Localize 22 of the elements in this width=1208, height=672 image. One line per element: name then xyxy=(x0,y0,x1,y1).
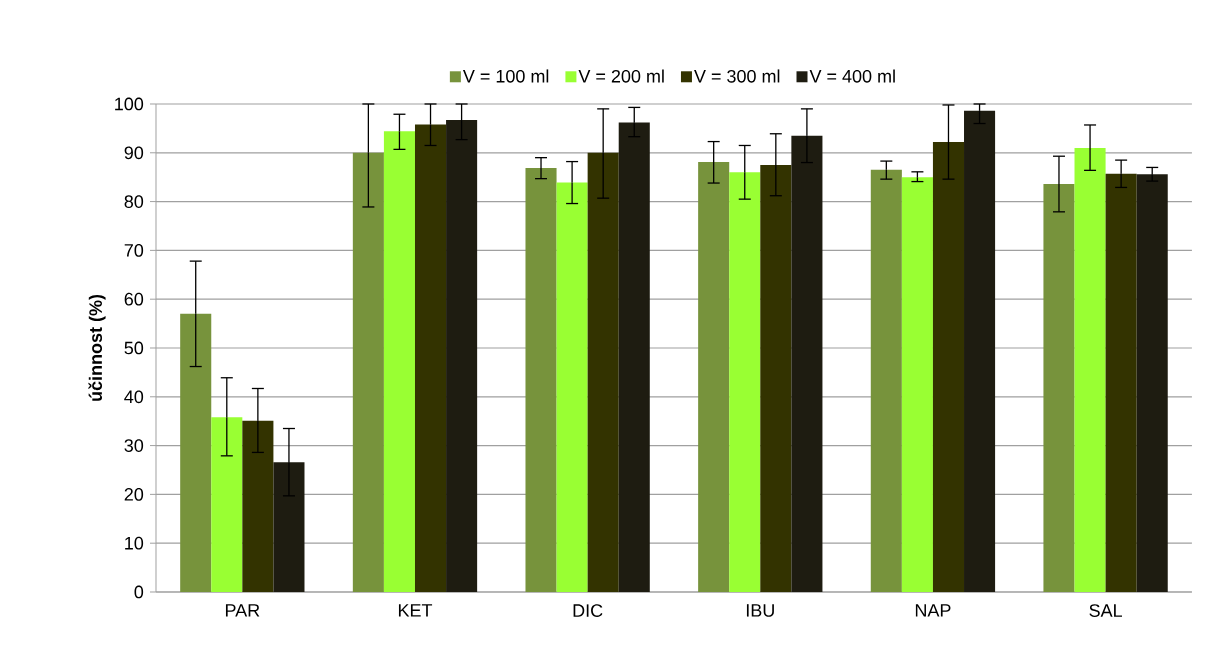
x-tick-label: SAL xyxy=(1089,604,1122,617)
y-tick-label: 30 xyxy=(124,439,144,452)
y-tick-label: 70 xyxy=(124,244,144,257)
y-tick-label: 0 xyxy=(134,585,144,599)
y-tick-label: 20 xyxy=(124,488,144,501)
y-axis-title: účinnost (%) xyxy=(88,294,106,401)
x-tick-label: DIC xyxy=(573,604,603,617)
y-tick-label: 100 xyxy=(115,97,144,111)
y-tick-label: 50 xyxy=(124,341,144,355)
y-tick-label: 10 xyxy=(125,536,144,550)
legend-label: V = 100 ml xyxy=(462,69,549,83)
legend-label: V = 400 ml xyxy=(809,69,895,83)
y-tick-label: 90 xyxy=(124,146,144,160)
x-tick-label: PAR xyxy=(225,604,260,617)
y-tick-label: 60 xyxy=(124,292,144,306)
y-tick-label: 40 xyxy=(124,390,144,404)
legend-label: V = 300 ml xyxy=(694,69,780,83)
y-tick-label: 80 xyxy=(124,195,144,208)
x-tick-label: IBU xyxy=(746,604,774,617)
legend-label: V = 200 ml xyxy=(578,69,664,83)
x-tick-label: NAP xyxy=(915,604,951,617)
x-tick-label: KET xyxy=(398,604,433,617)
